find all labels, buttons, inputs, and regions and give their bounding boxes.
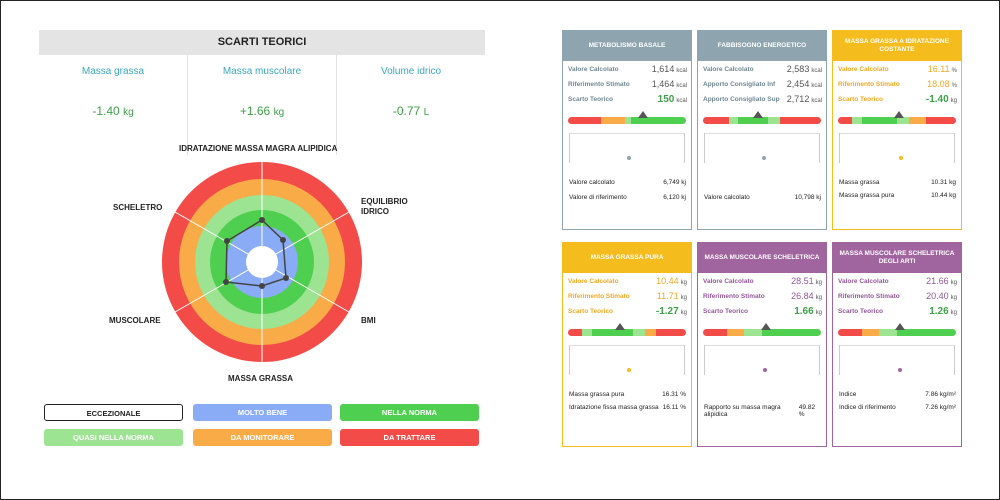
foot-row: Indice 7.86 kg/m² [839, 391, 956, 398]
card-row: Scarto Teorico -1.40 kg [838, 93, 957, 105]
gauge-bar [703, 329, 821, 336]
card-title: METABOLISMO BASALE [563, 31, 691, 61]
summary-label: Massa grassa [81, 66, 145, 77]
summary-label: Volume idrico [380, 66, 442, 77]
card-row: Riferimento Stimato 1,464 kcal [568, 79, 687, 89]
radar-points [223, 217, 289, 289]
card-row: Scarto Teorico 150 kcal [568, 93, 687, 105]
legend-da-trattare: DA TRATTARE [340, 429, 479, 446]
gauge-pointer-icon [895, 323, 905, 330]
card-row: Apporto Consigliato Sup 2,712 kcal [703, 94, 822, 104]
summary-value: +1.66 kg [239, 104, 285, 118]
card-row: Scarto Teorico 1.26 kg [838, 305, 957, 317]
card-massa-muscolare-scheletrica: MASSA MUSCOLARE SCHELETRICA Valore Calco… [697, 242, 827, 447]
summary-value: -0.77 L [392, 104, 430, 118]
radar-svg [162, 162, 362, 362]
card-row: Riferimento Stimato 26.84 kg [703, 291, 822, 301]
foot-row: Massa grassa 10.31 kg [839, 179, 956, 186]
scale-dot [627, 156, 631, 160]
card-title: MASSA MUSCOLARE SCHELETRICA [698, 243, 826, 273]
foot-row: Indice di riferimento 7.26 kg/m² [839, 404, 956, 411]
panel-title: SCARTI TEORICI [39, 30, 485, 55]
legend-quasi-nella-norma: QUASI NELLA NORMA [44, 429, 183, 446]
legend-molto-bene: MOLTO BENE [193, 404, 332, 421]
foot-row: Idratazione fissa massa grassa 16.11 % [569, 404, 686, 411]
card-row: Apporto Consigliato Inf 2,454 kcal [703, 79, 822, 89]
foot-row: Valore calcolato 6,749 kj [569, 179, 686, 186]
scale-box [569, 133, 685, 163]
card-row: Scarto Teorico -1.27 kg [568, 305, 687, 317]
card-title: MASSA GRASSA PURA [563, 243, 691, 273]
axis-label-top-right-2: IDRICO [361, 207, 389, 216]
card-title: MASSA MUSCOLARE SCHELETRICA DEGLI ARTI [833, 243, 961, 273]
scale-box [704, 345, 820, 375]
gauge-bar [838, 117, 956, 124]
axis-label-bottom-right: BMI [361, 316, 376, 325]
axis-label-top-right-1: EQUILIBRIO [361, 197, 408, 206]
scale-dot [762, 156, 766, 160]
legend-nella-norma: NELLA NORMA [340, 404, 479, 421]
summary-label: Massa muscolare [222, 66, 302, 77]
summary-volume-idrico: Volume idrico -0.77 L [336, 55, 485, 155]
card-massa-muscolare-arti: MASSA MUSCOLARE SCHELETRICA DEGLI ARTI V… [832, 242, 962, 447]
gauge-bar [568, 117, 686, 124]
scarti-teorici-panel: SCARTI TEORICI Massa grassa -1.40 kg Mas… [39, 30, 485, 450]
scale-box [839, 345, 955, 375]
scale-dot [763, 368, 767, 372]
card-row: Riferimento Stimato 18.08% [838, 79, 957, 89]
legend-eccezionale: ECCEZIONALE [44, 404, 183, 421]
card-row: Riferimento Stimato 20.40 kg [838, 291, 957, 301]
card-title: MASSA GRASSA A IDRATAZIONE COSTANTE [833, 31, 961, 61]
card-row: Valore Calcolato 21.66 kg [838, 276, 957, 286]
summary-value: -1.40 kg [92, 104, 134, 118]
axis-label-top-left: SCHELETRO [113, 203, 163, 212]
gauge-pointer-icon [638, 111, 648, 118]
scale-dot [898, 368, 902, 372]
gauge-bar [568, 329, 686, 336]
scale-box [839, 133, 955, 163]
axis-label-bottom-left: MUSCOLARE [109, 316, 161, 325]
card-row: Riferimento Stimato 11.71 kg [568, 291, 687, 301]
gauge-bar [703, 117, 821, 124]
gauge-pointer-icon [753, 111, 763, 118]
foot-row: Valore calcolato 10,798 kj [704, 194, 821, 201]
card-row: Valore Calcolato 16.11% [838, 64, 957, 74]
legend-da-monitorare: DA MONITORARE [193, 429, 332, 446]
scale-dot [899, 156, 903, 160]
summary-row: Massa grassa -1.40 kg Massa muscolare +1… [39, 55, 485, 155]
card-row: Valore Calcolato 28.51 kg [703, 276, 822, 286]
gauge-pointer-icon [761, 323, 771, 330]
scale-box [569, 345, 685, 375]
scale-box [704, 133, 820, 163]
card-fabbisogno-energetico: FABBISOGNO ENERGETICO Valore Calcolato 2,… [697, 30, 827, 230]
radar-chart: IDRATAZIONE MASSA MAGRA ALIPIDICA EQUILI… [39, 140, 485, 398]
card-row: Valore Calcolato 10.44 kg [568, 276, 687, 286]
foot-row: Valore di riferimento 6,120 kj [569, 194, 686, 201]
axis-label-top: IDRATAZIONE MASSA MAGRA ALIPIDICA [179, 144, 338, 153]
gauge-bar [838, 329, 956, 336]
scale-dot [627, 368, 631, 372]
foot-row: Massa grassa pura 16.31 % [569, 391, 686, 398]
axis-label-bottom: MASSA GRASSA [228, 374, 294, 383]
card-massa-grassa-pura: MASSA GRASSA PURA Valore Calcolato 10.44 k… [562, 242, 692, 447]
gauge-pointer-icon [615, 323, 625, 330]
summary-massa-muscolare: Massa muscolare +1.66 kg [187, 55, 336, 155]
radar-axes [174, 162, 350, 362]
card-row: Scarto Teorico 1.66 kg [703, 305, 822, 317]
card-row: Valore Calcolato 2,583 kcal [703, 64, 822, 74]
gauge-pointer-icon [894, 111, 904, 118]
card-metabolismo-basale: METABOLISMO BASALE Valore Calcolato 1,614… [562, 30, 692, 230]
foot-row: Massa grassa pura 10.44 kg [839, 192, 956, 199]
foot-row: Rapporto su massa magra alipidica 49.82 % [704, 404, 816, 418]
card-row: Valore Calcolato 1,614 kcal [568, 64, 687, 74]
summary-massa-grassa: Massa grassa -1.40 kg [39, 55, 187, 155]
card-massa-grassa-idratazione: MASSA GRASSA A IDRATAZIONE COSTANTE Valo… [832, 30, 962, 230]
card-title: FABBISOGNO ENERGETICO [698, 31, 826, 61]
